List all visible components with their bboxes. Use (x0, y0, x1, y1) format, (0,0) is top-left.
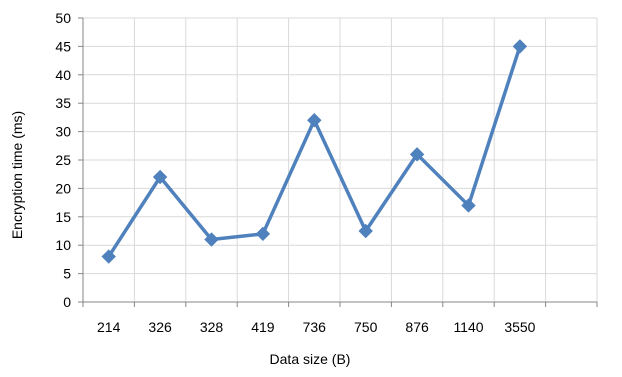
x-tick-label: 750 (354, 319, 378, 335)
y-tick-label: 40 (55, 67, 71, 83)
data-point-marker (307, 113, 322, 128)
data-point-marker (204, 232, 219, 247)
y-axis-title: Encryption time (ms) (9, 111, 25, 239)
axes (78, 17, 598, 307)
data-point-marker (101, 249, 116, 264)
y-tick-label: 25 (55, 152, 71, 168)
data-point-marker (358, 223, 373, 239)
x-tick-label: 419 (251, 319, 275, 335)
y-tick-label: 5 (63, 266, 71, 282)
x-tick-label: 876 (405, 319, 429, 335)
y-tick-label: 45 (55, 38, 71, 54)
x-tick-label: 326 (148, 319, 172, 335)
x-tick-label: 736 (303, 319, 327, 335)
data-point-marker (409, 147, 425, 162)
x-tick-label: 1140 (453, 319, 483, 335)
x-tick-label: 214 (97, 319, 121, 335)
x-tick-label: 328 (200, 319, 224, 335)
series-line (106, 44, 522, 259)
x-tick-labels: 214 326 328 419 736 750 876 1140 3550 (97, 319, 536, 335)
data-point-marker (255, 226, 271, 242)
y-tick-label: 15 (55, 209, 71, 225)
x-tick-label: 3550 (504, 319, 535, 335)
y-tick-label: 10 (55, 237, 71, 253)
y-tick-label: 50 (55, 10, 71, 26)
y-tick-labels: 0 5 10 15 20 25 30 35 40 45 50 (55, 10, 71, 310)
data-point-marker (512, 39, 528, 54)
data-point-marker (461, 198, 476, 213)
x-axis-title: Data size (B) (270, 351, 351, 367)
y-tick-label: 0 (63, 294, 71, 310)
series-plot (101, 39, 528, 264)
y-tick-label: 30 (55, 124, 71, 140)
data-point-marker (152, 169, 168, 185)
y-tick-label: 20 (55, 180, 71, 196)
gridlines (83, 17, 598, 302)
y-tick-label: 35 (55, 95, 71, 111)
